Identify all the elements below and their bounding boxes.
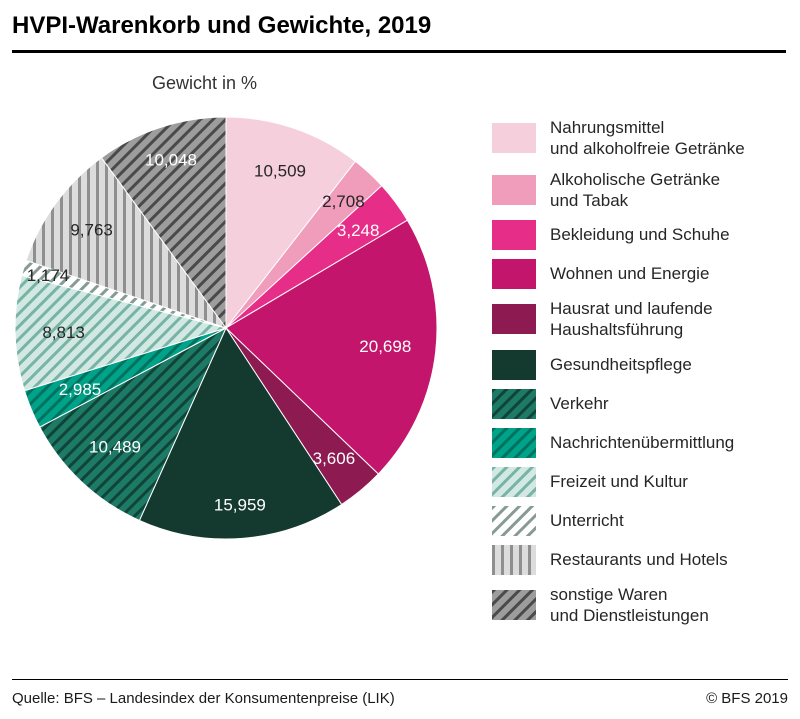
slice-value-label: 8,813	[42, 323, 85, 342]
slice-value-label: 10,048	[145, 151, 197, 170]
legend-label: Verkehr	[550, 393, 609, 413]
legend-swatch	[492, 123, 536, 154]
legend-label: Nahrungsmittel und alkoholfreie Getränke	[550, 118, 745, 159]
legend-swatch	[492, 589, 536, 620]
legend-item: Hausrat und laufende Haushaltsführung	[492, 298, 786, 341]
title-rule	[12, 50, 786, 53]
legend-swatch	[492, 544, 536, 575]
pie-slice	[14, 274, 228, 392]
legend-swatch	[492, 220, 536, 250]
legend-swatch	[492, 505, 536, 536]
legend-label: Nachrichtenübermittlung	[550, 432, 735, 452]
legend-item: Nahrungsmittel und alkoholfreie Getränke	[492, 117, 786, 160]
legend-item: sonstige Waren und Dienstleistungen	[492, 584, 786, 627]
legend-label: Bekleidung und Schuhe	[550, 225, 730, 245]
main-content: Gewicht in % 10,509 2,708 3,248 20,698 3,606…	[0, 53, 800, 679]
slice-value-label: 9,763	[70, 220, 113, 239]
legend-label: Freizeit und Kultur	[550, 471, 688, 491]
slice-value-label: 20,698	[359, 337, 411, 356]
legend-item: Nachrichtenübermittlung	[492, 427, 786, 458]
legend-item: Freizeit und Kultur	[492, 466, 786, 497]
slice-value-label: 10,489	[89, 438, 141, 457]
legend-item: Gesundheitspflege	[492, 349, 786, 380]
legend: Nahrungsmittel und alkoholfreie Getränke A…	[468, 69, 786, 679]
slice-value-label: 3,248	[337, 221, 380, 240]
legend-label: Hausrat und laufende Haushaltsführung	[550, 299, 713, 340]
footer: Quelle: BFS – Landesindex der Konsumente…	[0, 679, 800, 719]
source-text: Quelle: BFS – Landesindex der Konsumente…	[12, 690, 395, 707]
legend-label: Wohnen und Energie	[550, 264, 710, 284]
legend-swatch	[492, 466, 536, 497]
slice-value-label: 1,174	[27, 266, 70, 285]
pie-chart: 10,509 2,708 3,248 20,698 3,606 15,959 10,489 2…	[14, 116, 438, 540]
legend-swatch	[492, 174, 536, 205]
header: HVPI-Warenkorb und Gewichte, 2019	[0, 0, 800, 53]
slice-value-label: 2,708	[322, 192, 365, 211]
slice-value-label: 2,985	[59, 380, 102, 399]
legend-swatch	[492, 259, 536, 289]
legend-swatch	[492, 427, 536, 458]
slice-value-label: 3,606	[313, 449, 356, 468]
pie-slice	[100, 116, 227, 330]
legend-item: Restaurants und Hotels	[492, 544, 786, 575]
chart-subtitle: Gewicht in %	[152, 73, 258, 93]
legend-item: Alkoholische Getränke und Tabak	[492, 169, 786, 212]
copyright-text: © BFS 2019	[706, 690, 788, 707]
legend-swatch	[492, 349, 536, 380]
legend-item: Bekleidung und Schuhe	[492, 220, 786, 250]
legend-swatch	[492, 304, 536, 335]
legend-item: Unterricht	[492, 505, 786, 536]
legend-item: Verkehr	[492, 388, 786, 419]
legend-label: Restaurants und Hotels	[550, 549, 728, 569]
page-title: HVPI-Warenkorb und Gewichte, 2019	[12, 12, 432, 39]
pie-slice	[25, 156, 228, 329]
slice-value-label: 15,959	[214, 496, 266, 515]
pie-slice	[225, 116, 357, 330]
legend-label: sonstige Waren und Dienstleistungen	[550, 584, 709, 625]
footer-rule	[12, 679, 788, 680]
legend-item: Wohnen und Energie	[492, 259, 786, 289]
legend-label: Gesundheitspflege	[550, 354, 692, 374]
legend-label: Unterricht	[550, 510, 624, 530]
pie-slice	[39, 326, 228, 522]
pie-slice	[138, 326, 343, 540]
pie-slice	[225, 219, 438, 475]
chart-area: Gewicht in % 10,509 2,708 3,248 20,698 3,606…	[6, 69, 468, 679]
slice-value-label: 10,509	[254, 161, 306, 180]
legend-swatch	[492, 388, 536, 419]
legend-label: Alkoholische Getränke und Tabak	[550, 169, 721, 210]
